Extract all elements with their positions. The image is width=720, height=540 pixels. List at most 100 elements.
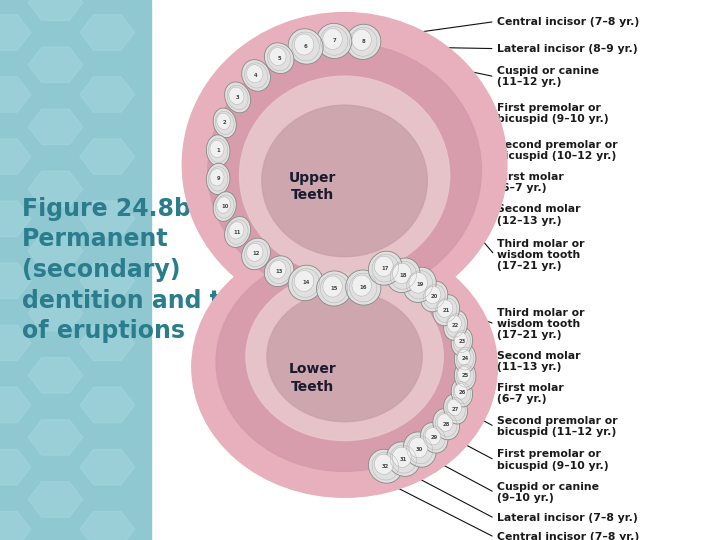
Ellipse shape xyxy=(240,76,449,275)
Ellipse shape xyxy=(392,264,411,284)
Text: Lateral incisor (7–8 yr.): Lateral incisor (7–8 yr.) xyxy=(497,514,637,523)
Text: Third molar or
wisdom tooth
(17–21 yr.): Third molar or wisdom tooth (17–21 yr.) xyxy=(497,308,585,340)
Ellipse shape xyxy=(225,217,251,247)
Ellipse shape xyxy=(210,168,224,186)
Text: 29: 29 xyxy=(431,435,438,440)
Text: Lower
Teeth: Lower Teeth xyxy=(289,362,337,394)
Text: Figure 24.8b
Permanent
(secondary)
dentition and times
of eruptions: Figure 24.8b Permanent (secondary) denti… xyxy=(22,197,284,343)
Ellipse shape xyxy=(269,261,286,279)
Ellipse shape xyxy=(323,29,342,50)
Bar xyxy=(151,0,720,540)
Ellipse shape xyxy=(425,286,441,303)
Ellipse shape xyxy=(242,59,271,91)
Ellipse shape xyxy=(409,273,428,293)
Text: Second molar
(11–13 yr.): Second molar (11–13 yr.) xyxy=(497,351,580,373)
Ellipse shape xyxy=(420,423,448,453)
Ellipse shape xyxy=(392,447,411,467)
Ellipse shape xyxy=(262,105,428,256)
Text: 15: 15 xyxy=(330,286,338,291)
Text: 4: 4 xyxy=(254,73,258,78)
Ellipse shape xyxy=(182,12,507,317)
Text: First molar
(6–7 yr.): First molar (6–7 yr.) xyxy=(497,172,564,193)
Text: 16: 16 xyxy=(359,285,367,290)
Ellipse shape xyxy=(454,344,476,373)
Text: 23: 23 xyxy=(458,339,466,344)
Ellipse shape xyxy=(437,414,453,431)
Ellipse shape xyxy=(229,222,244,239)
Ellipse shape xyxy=(403,432,436,467)
Ellipse shape xyxy=(387,442,420,476)
Text: 30: 30 xyxy=(416,447,423,452)
Text: Second molar
(12–13 yr.): Second molar (12–13 yr.) xyxy=(497,204,580,226)
Ellipse shape xyxy=(458,349,470,365)
Text: Lateral incisor (8–9 yr.): Lateral incisor (8–9 yr.) xyxy=(497,44,637,53)
Ellipse shape xyxy=(242,238,271,270)
Text: Upper
Teeth: Upper Teeth xyxy=(289,171,336,202)
Ellipse shape xyxy=(246,272,444,441)
Ellipse shape xyxy=(246,243,263,261)
Text: Central incisor (7–8 yr.): Central incisor (7–8 yr.) xyxy=(497,532,639,540)
Ellipse shape xyxy=(369,449,402,483)
Text: 10: 10 xyxy=(221,204,228,209)
Text: 11: 11 xyxy=(234,230,241,234)
Ellipse shape xyxy=(346,24,381,59)
Ellipse shape xyxy=(454,383,467,399)
Text: 17: 17 xyxy=(382,266,389,271)
Text: 8: 8 xyxy=(361,39,365,44)
Bar xyxy=(0,0,151,540)
Ellipse shape xyxy=(208,43,482,298)
Ellipse shape xyxy=(369,251,402,285)
Text: 2: 2 xyxy=(223,120,227,125)
Text: 12: 12 xyxy=(253,252,260,256)
Ellipse shape xyxy=(451,379,472,407)
Text: First premolar or
bicuspid (9–10 yr.): First premolar or bicuspid (9–10 yr.) xyxy=(497,103,608,124)
Text: 24: 24 xyxy=(462,356,469,361)
Text: 6: 6 xyxy=(304,44,307,49)
Ellipse shape xyxy=(447,315,462,332)
Ellipse shape xyxy=(229,87,244,104)
Ellipse shape xyxy=(454,361,476,390)
Ellipse shape xyxy=(374,256,393,276)
Ellipse shape xyxy=(409,437,428,458)
Ellipse shape xyxy=(288,265,323,301)
Ellipse shape xyxy=(403,267,436,302)
Ellipse shape xyxy=(444,310,467,340)
Ellipse shape xyxy=(352,29,372,50)
Text: 28: 28 xyxy=(443,422,450,427)
Text: Central incisor (7–8 yr.): Central incisor (7–8 yr.) xyxy=(497,17,639,26)
Text: Cuspid or canine
(9–10 yr.): Cuspid or canine (9–10 yr.) xyxy=(497,482,599,503)
Ellipse shape xyxy=(217,197,230,213)
Text: 19: 19 xyxy=(416,282,423,287)
Ellipse shape xyxy=(433,295,459,326)
Text: 22: 22 xyxy=(452,323,459,328)
Ellipse shape xyxy=(288,29,323,64)
Ellipse shape xyxy=(374,454,393,475)
Text: Cuspid or canine
(11–12 yr.): Cuspid or canine (11–12 yr.) xyxy=(497,66,599,87)
Ellipse shape xyxy=(207,135,230,166)
Ellipse shape xyxy=(246,65,263,83)
Text: 25: 25 xyxy=(462,373,469,379)
Ellipse shape xyxy=(451,327,472,356)
Ellipse shape xyxy=(444,394,467,424)
Ellipse shape xyxy=(346,270,381,305)
Text: Second premolar or
bicuspid (10–12 yr.): Second premolar or bicuspid (10–12 yr.) xyxy=(497,139,618,161)
Ellipse shape xyxy=(447,399,462,416)
Ellipse shape xyxy=(433,409,459,440)
Text: First premolar or
bicuspid (9–10 yr.): First premolar or bicuspid (9–10 yr.) xyxy=(497,449,608,471)
Text: 18: 18 xyxy=(400,273,407,278)
Ellipse shape xyxy=(323,276,342,297)
Text: 26: 26 xyxy=(458,390,466,395)
Text: 14: 14 xyxy=(302,280,310,286)
Ellipse shape xyxy=(264,43,294,73)
Ellipse shape xyxy=(420,281,448,312)
Text: 7: 7 xyxy=(333,38,336,43)
Text: First molar
(6–7 yr.): First molar (6–7 yr.) xyxy=(497,382,564,404)
Ellipse shape xyxy=(213,108,236,138)
Text: 5: 5 xyxy=(277,56,281,60)
Ellipse shape xyxy=(317,23,352,58)
Ellipse shape xyxy=(207,163,230,194)
Ellipse shape xyxy=(192,237,498,497)
Ellipse shape xyxy=(216,252,473,471)
Ellipse shape xyxy=(458,366,470,382)
Ellipse shape xyxy=(269,48,286,65)
